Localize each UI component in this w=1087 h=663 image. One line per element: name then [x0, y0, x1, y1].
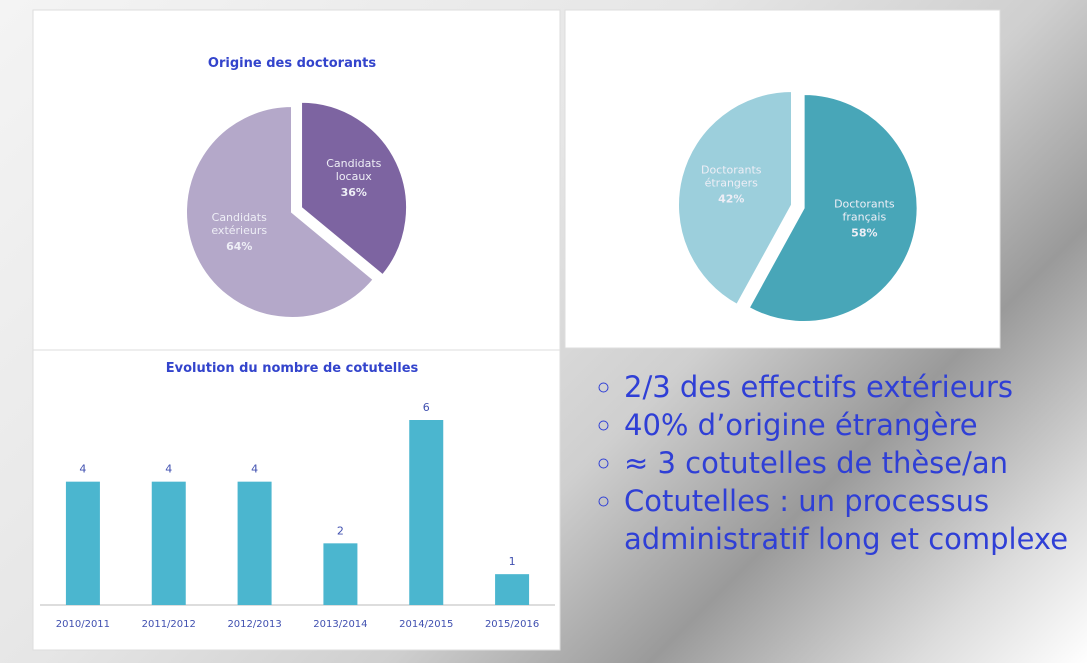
bullet: 2/3 des effectifs extérieurs	[624, 368, 1087, 406]
bar	[66, 482, 100, 605]
bullet: Cotutelles : un processus administratif …	[624, 482, 1087, 558]
bar-value-label: 4	[251, 463, 258, 476]
slice-label-line: Doctorants	[834, 198, 895, 211]
chart-title: Origine des doctorants	[208, 56, 376, 71]
bar-value-label: 1	[509, 555, 516, 568]
bar	[152, 482, 186, 605]
bullet-list: 2/3 des effectifs extérieurs40% d’origin…	[578, 368, 1087, 558]
slice-value-label: 58%	[851, 227, 877, 240]
bullet: 40% d’origine étrangère	[624, 406, 1087, 444]
slice-label-line: Candidats	[212, 211, 267, 224]
bar	[409, 420, 443, 605]
x-tick-label: 2013/2014	[313, 619, 367, 630]
slice-value-label: 42%	[718, 192, 744, 205]
bar-value-label: 6	[423, 401, 430, 414]
slice-label-line: français	[843, 211, 887, 224]
bar	[323, 543, 357, 605]
bullet: ≈ 3 cotutelles de thèse/an	[624, 444, 1087, 482]
charts: Origine des doctorantsCandidatslocaux36%…	[0, 0, 1087, 663]
slice-label-line: Candidats	[326, 157, 381, 170]
slice-label-line: locaux	[336, 170, 373, 183]
bar-value-label: 4	[165, 463, 172, 476]
x-tick-label: 2012/2013	[227, 619, 281, 630]
x-tick-label: 2011/2012	[142, 619, 196, 630]
slice-label-line: étrangers	[705, 176, 759, 189]
bar	[495, 574, 529, 605]
slice-label-line: Doctorants	[701, 163, 762, 176]
chart-title: Evolution du nombre de cotutelles	[166, 361, 419, 376]
slice-value-label: 64%	[226, 240, 252, 253]
x-tick-label: 2010/2011	[56, 619, 110, 630]
x-tick-label: 2015/2016	[485, 619, 539, 630]
bar-value-label: 4	[79, 463, 86, 476]
slice-value-label: 36%	[341, 186, 367, 199]
slide: Origine des doctorantsCandidatslocaux36%…	[0, 0, 1087, 663]
slice-label-line: extérieurs	[211, 224, 267, 237]
bar-value-label: 2	[337, 524, 344, 537]
bar	[238, 482, 272, 605]
x-tick-label: 2014/2015	[399, 619, 453, 630]
